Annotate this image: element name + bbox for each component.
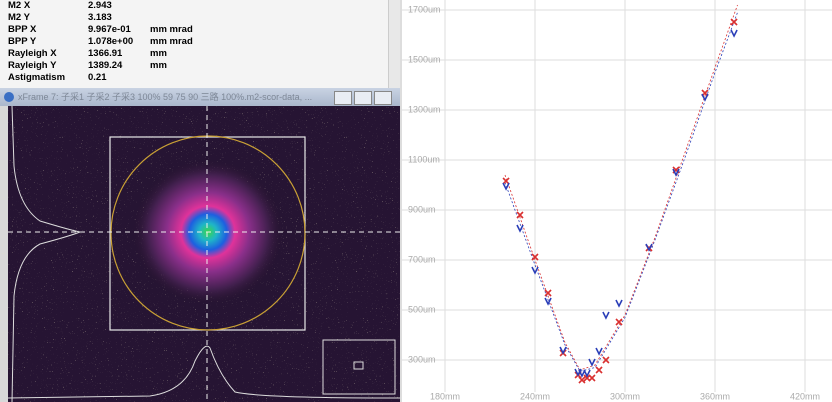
x-tick-label: 360mm [700, 391, 730, 401]
y-tick-label: 700um [408, 254, 436, 264]
y-tick-label: 1100um [408, 154, 440, 164]
window-icon [4, 92, 14, 102]
beam-image [0, 106, 400, 402]
result-row: Rayleigh Y 1389.24 mm [0, 60, 388, 72]
result-row: M2 Y 3.183 [0, 12, 388, 24]
result-name: BPP Y [8, 36, 36, 48]
result-name: M2 Y [8, 12, 30, 24]
y-tick-label: 1300um [408, 104, 441, 114]
caustic-chart: 300um 500um 700um 900um 1100um 1300um 1500um 17… [400, 0, 832, 402]
x-tick-label: 240mm [520, 391, 550, 401]
x-tick-label: 300mm [610, 391, 640, 401]
result-unit: mm mrad [150, 36, 193, 48]
window-titlebar: xFrame 7: 子采1 子采2 子采3 100% 59 75 90 三路 1… [0, 88, 400, 106]
result-value: 0.21 [88, 72, 107, 84]
result-unit: mm [150, 48, 167, 60]
result-row: Rayleigh X 1366.91 mm [0, 48, 388, 60]
close-button[interactable] [374, 91, 392, 105]
y-tick-label: 500um [408, 304, 436, 314]
result-value: 1389.24 [88, 60, 122, 72]
result-name: Rayleigh Y [8, 60, 56, 72]
result-row: BPP X 9.967e-01 mm mrad [0, 24, 388, 36]
result-row: BPP Y 1.078e+00 mm mrad [0, 36, 388, 48]
result-value: 3.183 [88, 12, 112, 24]
y-tick-label: 900um [408, 204, 436, 214]
result-value: 1366.91 [88, 48, 122, 60]
x-tick-label: 180mm [430, 391, 460, 401]
result-row: Astigmatism 0.21 [0, 72, 388, 84]
result-name: Astigmatism [8, 72, 65, 84]
result-value: 2.943 [88, 0, 112, 12]
y-tick-label: 300um [408, 354, 436, 364]
result-row: M2 X 2.943 [0, 0, 388, 12]
screen: M2 X2.943M2 Y3.183BPP X9.967e-01mm mradB… [0, 0, 832, 402]
result-name: Rayleigh X [8, 48, 57, 60]
result-unit: mm [150, 60, 167, 72]
result-value: 9.967e-01 [88, 24, 131, 36]
result-unit: mm mrad [150, 24, 193, 36]
x-tick-label: 420mm [790, 391, 820, 401]
maximize-button[interactable] [354, 91, 372, 105]
result-value: 1.078e+00 [88, 36, 133, 48]
y-tick-label: 1700um [408, 4, 441, 14]
result-name: BPP X [8, 24, 36, 36]
y-tick-label: 1500um [408, 54, 441, 64]
scrollbar[interactable] [388, 0, 400, 88]
minimize-button[interactable] [334, 91, 352, 105]
window-title: xFrame 7: 子采1 子采2 子采3 100% 59 75 90 三路 1… [18, 88, 312, 106]
result-name: M2 X [8, 0, 30, 12]
